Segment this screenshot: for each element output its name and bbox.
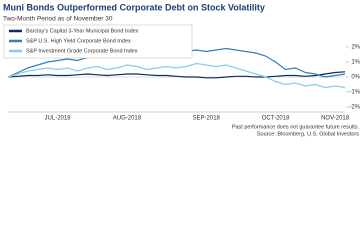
- note: Past performance does not guarantee futu…: [232, 124, 360, 130]
- series-line: [7, 71, 346, 79]
- x-tick-label: NOV-2018: [321, 116, 350, 122]
- chart-title: Muni Bonds Outperformed Corporate Debt o…: [3, 2, 265, 12]
- x-tick-label: SEP-2018: [193, 116, 221, 122]
- chart: Muni Bonds Outperformed Corporate Debt o…: [3, 2, 361, 137]
- legend-label: S&P U.S. High Yield Corporate Bond Index: [26, 38, 131, 44]
- x-tick-label: AUG-2018: [113, 116, 142, 122]
- legend-label: Barclay's Capital 3-Year Municipal Bond …: [26, 28, 139, 34]
- x-tick-label: OCT-2018: [262, 116, 290, 122]
- legend-box: [3, 24, 193, 59]
- note: Source: Bloomberg, U.S. Global Investors: [257, 131, 359, 137]
- y-tick-label: 0%: [351, 75, 360, 81]
- chart-subtitle: Two-Month Period as of November 30: [3, 16, 113, 23]
- y-tick-label: 1%: [351, 60, 360, 66]
- y-tick-label: -1%: [349, 90, 360, 96]
- series-line: [7, 62, 346, 89]
- y-tick-label: -2%: [349, 105, 360, 111]
- x-tick-label: JUL-2018: [45, 116, 72, 122]
- legend-label: S&P Investment Grade Corporate Bond Inde…: [26, 48, 138, 54]
- y-tick-label: 2%: [351, 45, 360, 51]
